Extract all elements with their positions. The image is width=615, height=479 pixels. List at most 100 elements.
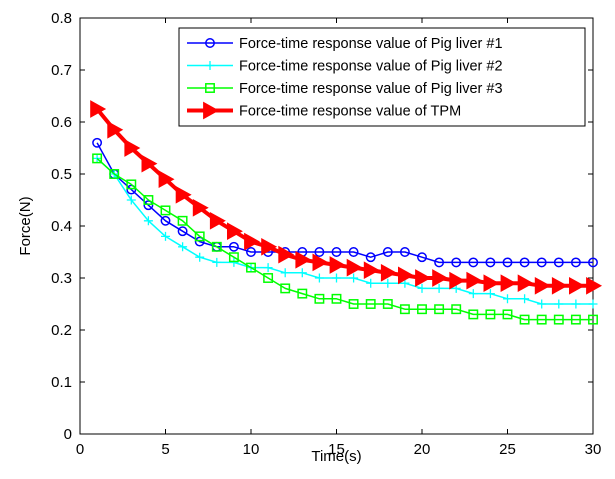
data-point bbox=[399, 304, 410, 315]
data-point bbox=[468, 309, 479, 320]
legend-entry: Force-time response value of Pig liver #… bbox=[239, 81, 503, 97]
x-tick-label: 0 bbox=[76, 441, 84, 458]
y-tick-label: 0.4 bbox=[51, 218, 72, 235]
data-point bbox=[141, 154, 158, 173]
data-point bbox=[194, 231, 205, 242]
data-point bbox=[160, 205, 171, 216]
y-tick-label: 0 bbox=[64, 426, 72, 443]
series-layer bbox=[90, 100, 603, 325]
data-point bbox=[295, 250, 312, 269]
legend: Force-time response value of Pig liver #… bbox=[178, 27, 586, 127]
y-tick-label: 0.8 bbox=[51, 10, 72, 27]
data-point bbox=[314, 293, 325, 304]
y-tick-label: 0.3 bbox=[51, 270, 72, 287]
data-point bbox=[297, 268, 307, 278]
data-point bbox=[570, 257, 581, 268]
data-point bbox=[349, 273, 359, 283]
data-point bbox=[205, 61, 215, 70]
data-point bbox=[280, 283, 291, 294]
data-point bbox=[195, 252, 205, 262]
data-point bbox=[536, 257, 547, 268]
data-point bbox=[500, 274, 517, 293]
data-point bbox=[536, 314, 547, 325]
data-point bbox=[348, 299, 359, 309]
data-point bbox=[143, 216, 153, 226]
data-point bbox=[314, 247, 325, 257]
data-point bbox=[434, 304, 445, 315]
data-point bbox=[417, 304, 427, 315]
series-3 bbox=[92, 153, 598, 325]
data-point bbox=[519, 257, 530, 268]
data-point bbox=[209, 211, 226, 230]
data-point bbox=[570, 314, 581, 325]
series-4 bbox=[90, 100, 603, 295]
legend-entry: Force-time response value of Pig liver #… bbox=[239, 59, 503, 75]
data-point bbox=[451, 257, 462, 268]
data-point bbox=[588, 299, 598, 309]
data-point bbox=[466, 271, 483, 290]
data-point bbox=[398, 266, 414, 285]
x-tick-label: 15 bbox=[328, 441, 345, 458]
x-axis-ticks: 0 5 10 15 20 25 30 bbox=[76, 18, 601, 458]
data-point bbox=[383, 278, 393, 288]
data-point bbox=[92, 153, 103, 164]
data-point bbox=[228, 241, 239, 252]
data-point bbox=[502, 309, 513, 320]
legend-entry: Force-time response value of TPM bbox=[239, 104, 461, 120]
data-point bbox=[417, 283, 427, 293]
data-point bbox=[363, 261, 380, 280]
y-axis-ticks: 0 0.1 0.2 0.3 0.4 0.5 0.6 0.7 0.8 bbox=[51, 10, 593, 443]
y-tick-label: 0.5 bbox=[51, 166, 72, 183]
data-point bbox=[312, 253, 329, 272]
data-point bbox=[551, 276, 568, 295]
data-point bbox=[451, 304, 462, 315]
data-point bbox=[177, 226, 188, 237]
data-point bbox=[588, 257, 598, 268]
data-point bbox=[348, 247, 359, 257]
data-point bbox=[571, 299, 581, 309]
data-point bbox=[92, 137, 103, 148]
data-point bbox=[382, 299, 393, 309]
data-point bbox=[161, 231, 170, 241]
data-point bbox=[143, 200, 154, 211]
data-point bbox=[434, 283, 444, 293]
data-point bbox=[246, 262, 256, 273]
data-point bbox=[569, 276, 585, 295]
data-point bbox=[534, 276, 551, 295]
data-point bbox=[211, 241, 222, 252]
data-point bbox=[178, 242, 188, 252]
x-tick-label: 25 bbox=[499, 441, 516, 458]
data-point bbox=[415, 269, 432, 287]
data-point bbox=[263, 263, 273, 273]
data-point bbox=[331, 293, 342, 304]
x-tick-label: 10 bbox=[243, 441, 260, 458]
data-point bbox=[468, 257, 479, 268]
legend-entry: Force-time response value of Pig liver #… bbox=[239, 36, 503, 52]
data-point bbox=[314, 273, 324, 283]
data-point bbox=[329, 256, 346, 274]
data-point bbox=[399, 247, 410, 257]
data-point bbox=[503, 294, 512, 304]
data-point bbox=[553, 314, 564, 325]
data-point bbox=[192, 198, 209, 217]
y-tick-label: 0.7 bbox=[51, 62, 72, 79]
data-point bbox=[485, 309, 496, 320]
data-point bbox=[107, 120, 124, 139]
data-point bbox=[278, 245, 295, 264]
x-axis-label: Time(s) bbox=[311, 448, 361, 465]
data-point bbox=[212, 257, 222, 267]
data-point bbox=[126, 195, 136, 205]
data-point bbox=[246, 247, 256, 257]
data-point bbox=[227, 222, 243, 241]
y-axis-label: Force(N) bbox=[17, 196, 34, 255]
data-point bbox=[203, 101, 220, 120]
data-point bbox=[109, 169, 120, 179]
data-point bbox=[229, 257, 239, 267]
data-point bbox=[588, 314, 598, 325]
data-point bbox=[124, 139, 141, 157]
data-point bbox=[449, 271, 466, 290]
data-point bbox=[194, 236, 205, 247]
data-point bbox=[382, 247, 393, 257]
data-point bbox=[366, 278, 376, 288]
series-line bbox=[96, 157, 593, 321]
